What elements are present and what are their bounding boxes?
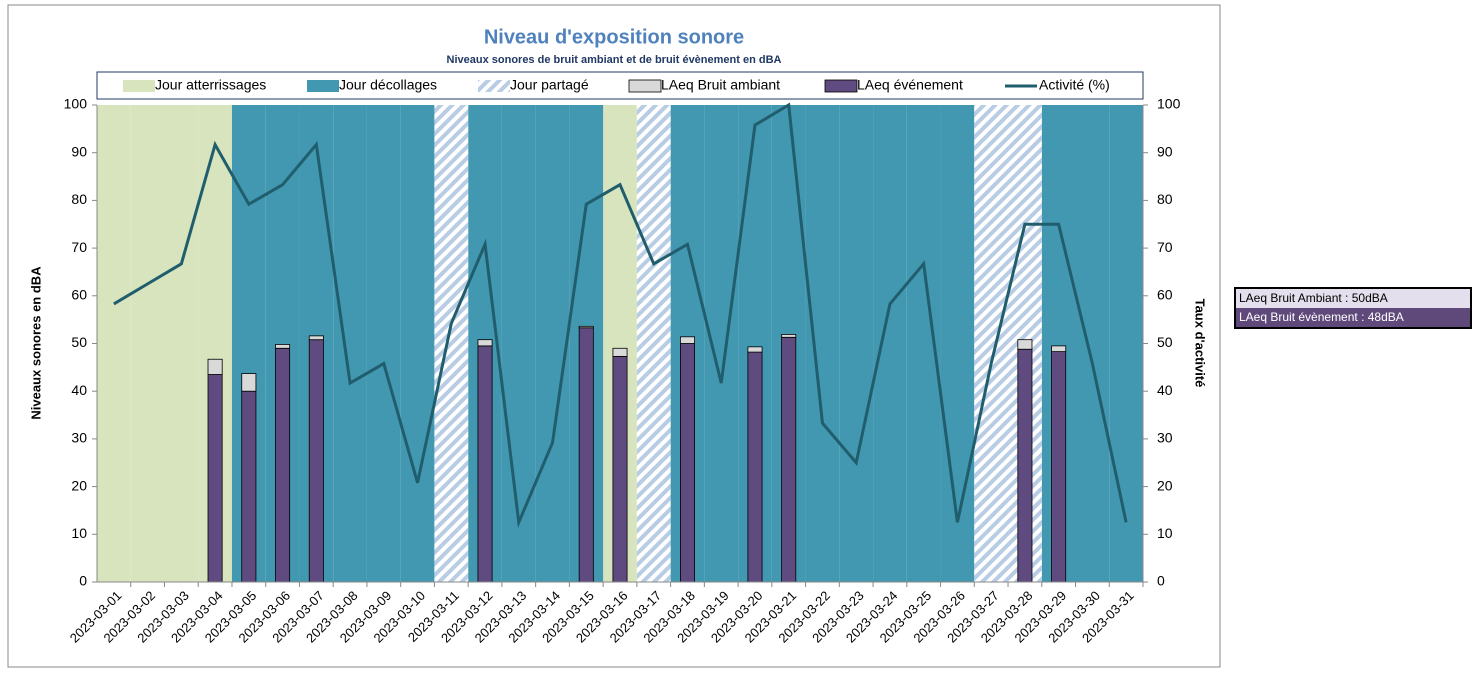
- ambient-summary: LAeq Bruit Ambiant : 50dBA: [1236, 289, 1470, 308]
- y2-tick-label: 60: [1157, 287, 1173, 303]
- y-tick-label: 50: [71, 334, 87, 350]
- noise-bar: [477, 345, 493, 583]
- y2-tick-label: 70: [1157, 239, 1173, 255]
- legend-label: Activité (%): [1039, 77, 1110, 93]
- day-band: [164, 105, 199, 582]
- y-tick-label: 40: [71, 382, 87, 398]
- noise-bar: [241, 373, 257, 392]
- noise-bar: [477, 339, 493, 347]
- y-tick-label: 60: [71, 287, 87, 303]
- legend-label: Jour atterrissages: [155, 77, 266, 93]
- y2-tick-label: 0: [1157, 573, 1165, 589]
- y2-tick-label: 40: [1157, 382, 1173, 398]
- y2-axis-label: Taux d'activité: [1193, 299, 1208, 388]
- y-tick-label: 90: [71, 143, 87, 159]
- chart-title: Niveau d'exposition sonore: [484, 26, 744, 48]
- legend-marker: [307, 80, 339, 92]
- day-band: [434, 105, 469, 582]
- legend-frame: [96, 71, 1144, 100]
- noise-bar: [1051, 351, 1067, 583]
- chart-subtitle: Niveaux sonores de bruit ambiant et de b…: [447, 54, 782, 66]
- day-band: [974, 105, 1009, 582]
- noise-bar: [275, 347, 291, 583]
- y-tick-label: 10: [71, 525, 87, 541]
- noise-bar: [1017, 348, 1033, 583]
- y2-tick-label: 30: [1157, 430, 1173, 446]
- noise-bar: [308, 339, 324, 583]
- day-band: [97, 105, 131, 582]
- summary-box: LAeq Bruit Ambiant : 50dBA LAeq Bruit év…: [1234, 287, 1472, 329]
- day-band: [839, 105, 874, 582]
- day-band: [400, 105, 435, 582]
- noise-bar: [207, 374, 223, 583]
- legend-label: LAeq Bruit ambiant: [661, 77, 780, 93]
- noise-bar: [241, 390, 257, 583]
- legend-marker: [824, 79, 858, 93]
- day-band: [130, 105, 165, 582]
- y2-tick-label: 80: [1157, 191, 1173, 207]
- day-band: [873, 105, 907, 582]
- y-tick-label: 30: [71, 430, 87, 446]
- noise-bar: [781, 334, 797, 338]
- noise-bar: [1017, 339, 1033, 350]
- noise-bar: [781, 336, 797, 583]
- noise-bar: [679, 343, 695, 583]
- noise-bar: [308, 335, 324, 341]
- day-band: [333, 105, 367, 582]
- y2-tick-label: 100: [1157, 96, 1181, 112]
- y-tick-label: 0: [79, 573, 87, 589]
- legend-label: Jour décollages: [339, 77, 437, 93]
- y2-tick-label: 90: [1157, 143, 1173, 159]
- y-tick-label: 100: [64, 96, 88, 112]
- day-band: [535, 105, 570, 582]
- noise-bar: [275, 344, 291, 349]
- noise-bar: [578, 325, 594, 329]
- noise-bar: [612, 347, 628, 357]
- y2-tick-label: 10: [1157, 525, 1173, 541]
- activity-line: [113, 102, 1128, 529]
- y-tick-label: 80: [71, 191, 87, 207]
- y-tick-label: 20: [71, 477, 87, 493]
- y2-tick-label: 20: [1157, 477, 1173, 493]
- day-band: [366, 105, 401, 582]
- legend-marker: [628, 79, 662, 93]
- y2-tick-label: 50: [1157, 334, 1173, 350]
- noise-bar: [578, 327, 594, 583]
- legend-marker: [478, 80, 510, 92]
- y-axis-label: Niveaux sonores en dBA: [28, 266, 43, 420]
- legend-label: Jour partagé: [510, 77, 589, 93]
- legend-label: LAeq événement: [857, 77, 963, 93]
- day-band: [636, 105, 671, 582]
- noise-bar: [747, 346, 763, 353]
- day-band: [805, 105, 840, 582]
- day-band: [501, 105, 536, 582]
- day-band: [704, 105, 739, 582]
- noise-bar: [612, 355, 628, 583]
- chart: Niveau d'exposition sonore Niveaux sonor…: [7, 4, 1221, 668]
- day-band: [940, 105, 975, 582]
- y-tick-label: 70: [71, 239, 87, 255]
- noise-bar: [207, 358, 223, 375]
- legend-marker: [123, 80, 155, 92]
- noise-bar: [1051, 345, 1067, 353]
- noise-bar: [747, 351, 763, 583]
- day-band: [1075, 105, 1110, 582]
- event-summary: LAeq Bruit évènement : 48dBA: [1236, 308, 1470, 327]
- day-band: [1109, 105, 1143, 582]
- noise-bar: [679, 336, 695, 344]
